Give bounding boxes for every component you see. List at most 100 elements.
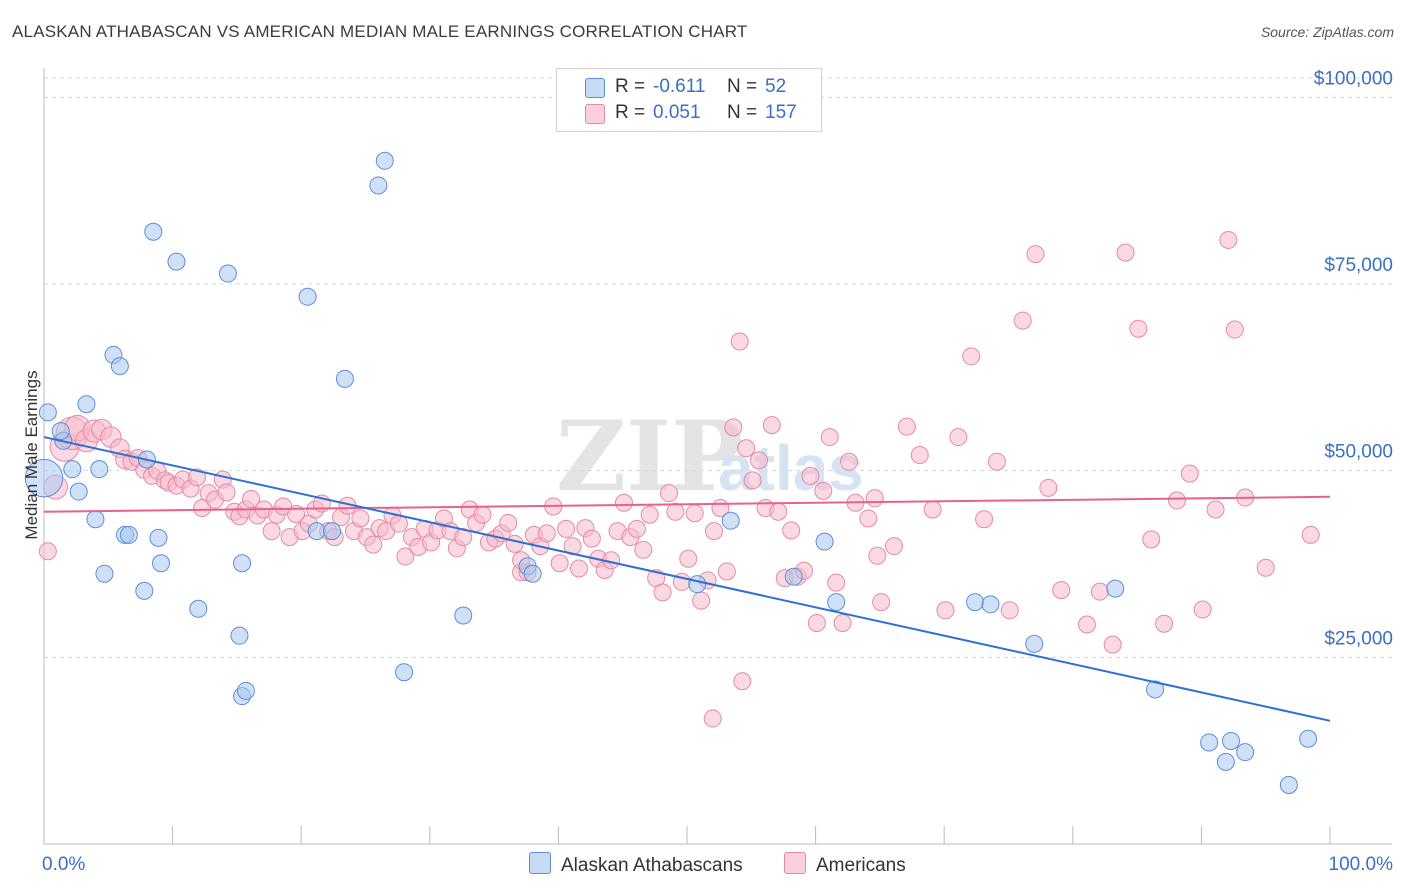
americans-point — [868, 546, 887, 565]
americans-point — [569, 559, 588, 578]
athabascan-point — [1236, 743, 1255, 762]
americans-point — [582, 529, 601, 548]
source-label: Source: ZipAtlas.com — [1260, 24, 1394, 40]
americans-point — [1219, 230, 1238, 249]
athabascan-point — [119, 525, 138, 544]
americans-point — [724, 418, 743, 437]
americans-point — [217, 483, 236, 502]
americans-point — [659, 484, 678, 503]
americans-point — [505, 534, 524, 553]
americans-point — [1116, 243, 1135, 262]
americans-point — [885, 537, 904, 556]
americans-legend-label: Americans — [816, 855, 906, 876]
americans-point — [1301, 525, 1320, 544]
americans-point — [499, 513, 518, 532]
athabascan-point — [1221, 731, 1240, 750]
americans-point — [38, 542, 57, 561]
athabascan-point — [218, 264, 237, 283]
americans-point — [801, 466, 820, 485]
americans-point — [762, 416, 781, 435]
athabascan-point — [110, 357, 129, 376]
x-tick-label-min: 0.0% — [42, 854, 85, 875]
americans-point — [614, 493, 633, 512]
americans-point — [1000, 601, 1019, 620]
americans-point — [1090, 582, 1109, 601]
athabascan-point — [135, 581, 154, 600]
americans-point — [975, 510, 994, 529]
americans-point — [364, 535, 383, 554]
americans-point — [550, 554, 569, 573]
athabascan-point — [323, 522, 342, 541]
americans-point — [1155, 614, 1174, 633]
athabascan-point — [369, 176, 388, 195]
athabascan-point — [233, 554, 252, 573]
americans-point — [705, 522, 724, 541]
americans-point — [733, 672, 752, 691]
athabascan-point — [335, 369, 354, 388]
americans-point — [685, 504, 704, 523]
athabascan-point — [395, 663, 414, 682]
americans-point — [1142, 530, 1161, 549]
americans-swatch — [585, 104, 605, 124]
americans-point — [814, 481, 833, 500]
americans-point — [833, 613, 852, 632]
y-tick-label: $25,000 — [1324, 628, 1393, 649]
n-label: N = — [727, 102, 758, 123]
athabascan-point — [721, 511, 740, 530]
americans-point — [1013, 311, 1032, 330]
americans-point — [692, 591, 711, 610]
athabascan-point — [167, 252, 186, 271]
n-value: 157 — [765, 102, 797, 123]
athabascan-point — [95, 564, 114, 583]
americans-point — [389, 514, 408, 533]
americans-point — [865, 489, 884, 508]
americans-point — [750, 451, 769, 470]
trend-lines — [43, 436, 1331, 722]
americans-point — [872, 593, 891, 612]
athabascan-point — [90, 460, 109, 479]
americans-trend-line — [43, 495, 1331, 513]
americans-point — [769, 502, 788, 521]
americans-point — [730, 332, 749, 351]
athabascan-point — [69, 482, 88, 501]
americans-point — [1167, 491, 1186, 510]
athabascan-point — [86, 510, 105, 529]
athabascan-point — [149, 528, 168, 547]
americans-point — [859, 509, 878, 528]
x-tick-labels: 0.0% 100.0% — [42, 854, 1393, 875]
americans-point — [807, 613, 826, 632]
americans-point — [910, 445, 929, 464]
athabascan-point — [1146, 680, 1165, 699]
chart-title: ALASKAN ATHABASCAN VS AMERICAN MEDIAN MA… — [12, 22, 748, 41]
athabascan-point — [827, 593, 846, 612]
n-label: N = — [727, 76, 758, 97]
athabascan-point — [152, 554, 171, 573]
athabascan-point — [1106, 579, 1125, 598]
y-tick-label: $50,000 — [1324, 442, 1393, 463]
americans-point — [1026, 245, 1045, 264]
athabascan-point — [63, 460, 82, 479]
athabascan-point — [1216, 752, 1235, 771]
y-tick-label: $75,000 — [1324, 255, 1393, 276]
athabascan-point — [688, 575, 707, 594]
athabascan-point — [1279, 776, 1298, 795]
n-value: 52 — [765, 76, 787, 97]
americans-point — [193, 499, 212, 517]
athabascan-point — [38, 403, 57, 422]
americans-point — [737, 439, 756, 458]
americans-point — [627, 519, 646, 538]
americans-point — [640, 505, 659, 524]
athabascan-point — [454, 606, 473, 625]
axes — [43, 68, 1392, 845]
athabascan-point — [375, 151, 394, 170]
athabascan-point — [51, 422, 70, 441]
athabascan-points — [24, 151, 1318, 795]
legend-item-americans: Americans — [784, 852, 906, 877]
americans-point — [949, 428, 968, 447]
americans-point — [782, 521, 801, 540]
athabascan-point — [981, 595, 1000, 614]
athabascan-point — [144, 222, 163, 241]
y-tick-label: $100,000 — [1314, 68, 1393, 89]
